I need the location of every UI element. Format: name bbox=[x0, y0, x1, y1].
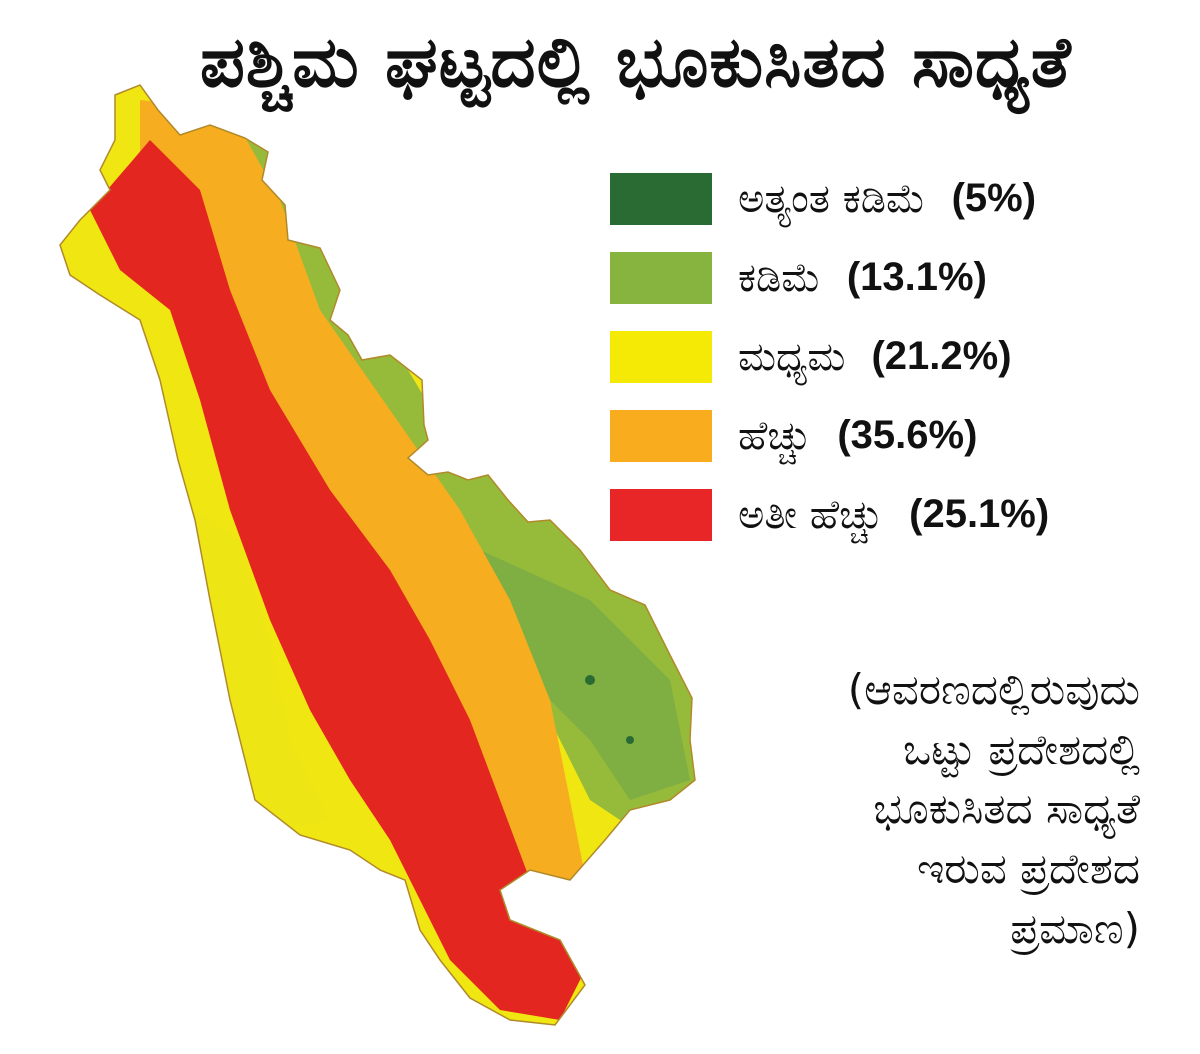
legend-swatch bbox=[610, 173, 712, 225]
map-legend: ಅತ್ಯಂತ ಕಡಿಮೆ (5%) ಕಡಿಮೆ (13.1%) ಮಧ್ಯಮ (2… bbox=[610, 172, 1170, 567]
legend-swatch bbox=[610, 252, 712, 304]
footnote-line: (ಆವರಣದಲ್ಲಿರುವುದು bbox=[847, 665, 1140, 714]
legend-percent: (5%) bbox=[951, 176, 1037, 220]
legend-item-very-high: ಅತೀ ಹೆಚ್ಚು (25.1%) bbox=[610, 488, 1170, 542]
footnote-line: ಇರುವ ಪ್ರದೇಶದ bbox=[916, 843, 1140, 893]
legend-label: ಹೆಚ್ಚು bbox=[738, 413, 812, 459]
legend-swatch bbox=[610, 331, 712, 383]
legend-percent: (35.6%) bbox=[837, 413, 978, 457]
legend-item-high: ಹೆಚ್ಚು (35.6%) bbox=[610, 409, 1170, 463]
legend-item-medium: ಮಧ್ಯಮ (21.2%) bbox=[610, 330, 1170, 384]
map-title: ಪಶ್ಚಿಮ ಘಟ್ಟದಲ್ಲಿ ಭೂಕುಸಿತದ ಸಾಧ್ಯತೆ bbox=[200, 21, 1072, 103]
footnote-line: ಪ್ರಮಾಣ) bbox=[1010, 903, 1140, 953]
legend-item-very-low: ಅತ್ಯಂತ ಕಡಿಮೆ (5%) bbox=[610, 172, 1170, 226]
legend-percent: (21.2%) bbox=[871, 334, 1012, 378]
legend-swatch bbox=[610, 489, 712, 541]
legend-swatch bbox=[610, 410, 712, 462]
footnote-line: ಒಟ್ಟು ಪ್ರದೇಶದಲ್ಲಿ bbox=[903, 724, 1140, 774]
landslide-susceptibility-map bbox=[59, 84, 696, 1026]
legend-label: ಅತೀ ಹೆಚ್ಚು bbox=[738, 492, 884, 538]
legend-item-low: ಕಡಿಮೆ (13.1%) bbox=[610, 251, 1170, 305]
footnote-line: ಭೂಕುಸಿತದ ಸಾಧ್ಯತೆ bbox=[873, 784, 1140, 834]
legend-label: ಮಧ್ಯಮ bbox=[738, 334, 846, 380]
legend-percent: (13.1%) bbox=[846, 255, 987, 299]
legend-percent: (25.1%) bbox=[909, 492, 1050, 536]
legend-label: ಅತ್ಯಂತ ಕಡಿಮೆ bbox=[738, 176, 926, 222]
legend-label: ಕಡಿಮೆ bbox=[738, 255, 821, 301]
footnote: (ಆವರಣದಲ್ಲಿರುವುದು ಒಟ್ಟು ಪ್ರದೇಶದಲ್ಲಿ ಭೂಕುಸ… bbox=[740, 660, 1140, 958]
